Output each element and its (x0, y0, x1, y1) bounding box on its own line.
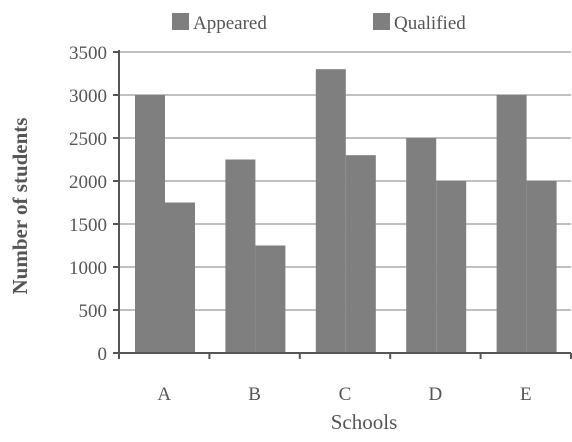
bar-qualified-b (255, 245, 286, 353)
y-tick-label-2500: 2500 (69, 129, 107, 150)
bar-appeared-a (135, 95, 165, 353)
legend-swatch-appeared (172, 13, 189, 30)
x-tick-label-a: A (157, 384, 171, 405)
y-axis-title: Number of students (8, 118, 32, 295)
bar-qualified-c (345, 155, 376, 353)
bar-appeared-e (496, 95, 527, 353)
y-tick-label-500: 500 (79, 301, 108, 322)
bar-appeared-d (406, 138, 437, 353)
bars (135, 69, 557, 353)
x-axis-title: Schools (331, 410, 398, 434)
y-tick-label-2000: 2000 (69, 172, 107, 193)
x-tick-label-d: D (429, 384, 443, 405)
legend: Appeared Qualified (172, 13, 466, 34)
x-tick-label-b: B (248, 384, 261, 405)
axes: 0 500 1000 1500 2000 2500 3000 3500 A B C D E (69, 43, 572, 405)
y-tick-label-3500: 3500 (69, 43, 107, 64)
y-tick-label-3000: 3000 (69, 86, 107, 107)
bar-qualified-a (165, 202, 195, 353)
y-tick-label-1000: 1000 (69, 258, 107, 279)
bar-appeared-b (225, 159, 256, 353)
legend-label-qualified: Qualified (394, 13, 466, 34)
y-tick-label-0: 0 (98, 344, 108, 365)
bar-appeared-c (315, 69, 346, 353)
x-tick-label-e: E (520, 384, 532, 405)
y-tick-label-1500: 1500 (69, 215, 107, 236)
x-tick-label-c: C (339, 384, 352, 405)
bar-qualified-e (526, 181, 557, 353)
bar-qualified-d (436, 181, 467, 353)
legend-label-appeared: Appeared (193, 13, 267, 34)
legend-swatch-qualified (373, 13, 390, 30)
